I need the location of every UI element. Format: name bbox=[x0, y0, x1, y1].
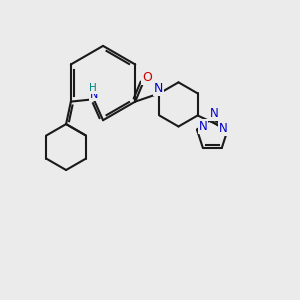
Text: N: N bbox=[219, 122, 228, 135]
Text: N: N bbox=[209, 106, 218, 120]
Text: O: O bbox=[142, 71, 152, 84]
Text: H: H bbox=[89, 83, 97, 93]
Text: N: N bbox=[89, 90, 98, 100]
Text: N: N bbox=[154, 82, 164, 94]
Text: N: N bbox=[199, 120, 207, 133]
